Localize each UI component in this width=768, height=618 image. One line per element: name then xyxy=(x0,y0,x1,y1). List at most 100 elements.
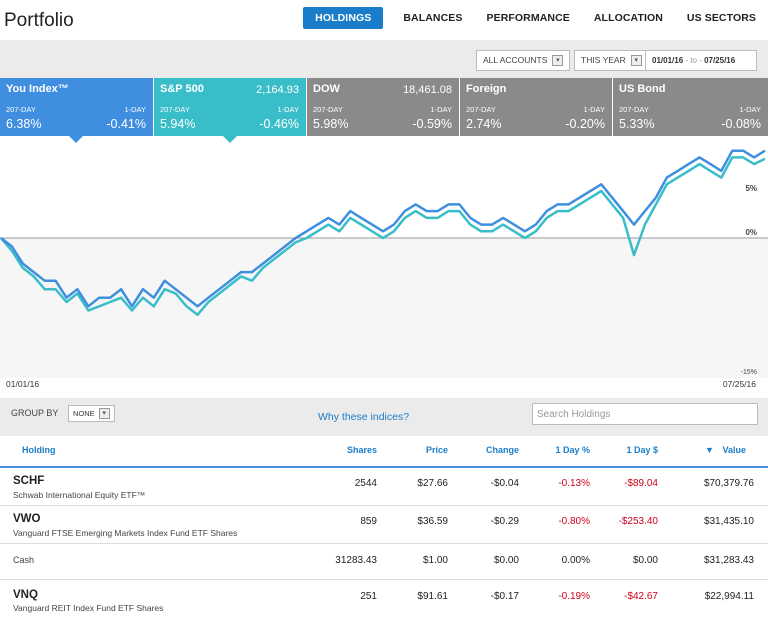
index-period-label: 207-DAY xyxy=(313,105,343,114)
index-name: US Bond xyxy=(619,83,666,95)
price-value: $91.61 xyxy=(417,591,448,602)
price-value: $1.00 xyxy=(422,555,448,566)
total-value: $31,283.43 xyxy=(703,555,754,566)
search-holdings-input[interactable] xyxy=(532,403,758,425)
index-tab-you[interactable]: You Index™ 207-DAY 1-DAY 6.38% -0.41% xyxy=(0,78,153,136)
negative-region xyxy=(0,238,768,378)
index-period-value: 5.94% xyxy=(160,117,196,131)
table-row[interactable]: Cash 31283.43 $1.00 $0.00 0.00% $0.00 $3… xyxy=(0,544,768,580)
shares-value: 859 xyxy=(360,516,377,527)
index-name: DOW xyxy=(313,83,340,95)
total-value: $70,379.76 xyxy=(703,478,754,489)
change-value: $0.00 xyxy=(493,555,519,566)
col-holding[interactable]: Holding xyxy=(22,445,56,455)
sort-desc-icon[interactable]: ▼ xyxy=(705,445,714,455)
col-1day-pct[interactable]: 1 Day % xyxy=(555,445,590,455)
index-period-label: 207-DAY xyxy=(466,105,496,114)
holding-symbol[interactable]: VWO xyxy=(13,513,41,525)
index-day-value: -0.41% xyxy=(106,117,146,131)
index-day-value: -0.20% xyxy=(565,117,605,131)
date-from: 01/01/16 xyxy=(652,56,684,65)
page-header: Portfolio HOLDINGS BALANCES PERFORMANCE … xyxy=(0,0,768,38)
price-value: $27.66 xyxy=(417,478,448,489)
holding-symbol[interactable]: SCHF xyxy=(13,475,45,487)
change-value: -$0.17 xyxy=(490,591,519,602)
col-1day-usd[interactable]: 1 Day $ xyxy=(626,445,658,455)
index-tab-us-bond[interactable]: US Bond 207-DAY 1-DAY 5.33% -0.08% xyxy=(613,78,768,136)
date-range-field[interactable]: 01/01/16 - to - 07/25/16 xyxy=(645,50,757,71)
index-day-label: 1-DAY xyxy=(583,105,605,114)
performance-chart-svg: 5% 0% -15% xyxy=(0,149,768,378)
table-row[interactable]: VNQ Vanguard REIT Index Fund ETF Shares … xyxy=(0,580,768,618)
index-price: 2,164.93 xyxy=(256,84,299,96)
group-by-bar: GROUP BY NONE ▾ Why these indices? xyxy=(0,398,768,436)
label-bottom: -15% xyxy=(741,369,757,376)
total-value: $31,435.10 xyxy=(703,516,754,527)
selected-index-pointer xyxy=(223,136,237,143)
day-pct-value: -0.19% xyxy=(558,591,590,602)
index-period-value: 5.33% xyxy=(619,117,655,131)
tab-performance[interactable]: PERFORMANCE xyxy=(486,12,570,24)
shares-value: 2544 xyxy=(354,478,377,489)
index-day-label: 1-DAY xyxy=(124,105,146,114)
index-day-label: 1-DAY xyxy=(277,105,299,114)
col-change[interactable]: Change xyxy=(485,445,519,455)
accounts-value: ALL ACCOUNTS xyxy=(483,55,548,65)
holding-name: Vanguard FTSE Emerging Markets Index Fun… xyxy=(13,528,238,538)
day-pct-value: 0.00% xyxy=(561,555,590,566)
day-pct-value: -0.80% xyxy=(558,516,590,527)
day-usd-value: -$253.40 xyxy=(618,516,658,527)
group-by-value: NONE xyxy=(73,409,95,418)
tab-us-sectors[interactable]: US SECTORS xyxy=(686,12,756,24)
price-value: $36.59 xyxy=(417,516,448,527)
index-period-label: 207-DAY xyxy=(6,105,36,114)
total-value: $22,994.11 xyxy=(704,591,754,602)
index-tab-sp500[interactable]: S&P 500 2,164.93 207-DAY 1-DAY 5.94% -0.… xyxy=(154,78,306,136)
tab-allocation[interactable]: ALLOCATION xyxy=(593,12,663,24)
index-tab-foreign[interactable]: Foreign 207-DAY 1-DAY 2.74% -0.20% xyxy=(460,78,612,136)
chevron-down-icon: ▾ xyxy=(98,408,110,419)
date-to: 07/25/16 xyxy=(704,56,736,65)
change-value: -$0.04 xyxy=(490,478,519,489)
chart-start-date: 01/01/16 xyxy=(6,379,40,389)
holding-symbol[interactable]: VNQ xyxy=(13,589,38,601)
index-day-label: 1-DAY xyxy=(430,105,452,114)
index-day-label: 1-DAY xyxy=(739,105,761,114)
holding-name: Schwab International Equity ETF™ xyxy=(13,490,146,500)
col-value[interactable]: Value xyxy=(722,445,746,455)
index-period-label: 207-DAY xyxy=(619,105,649,114)
table-row[interactable]: VWO Vanguard FTSE Emerging Markets Index… xyxy=(0,506,768,544)
controls-bar: ALL ACCOUNTS ▾ THIS YEAR ▾ 01/01/16 - to… xyxy=(0,40,768,78)
tab-holdings[interactable]: HOLDINGS xyxy=(303,7,384,29)
index-period-label: 207-DAY xyxy=(160,105,190,114)
series-line-you-index xyxy=(0,149,766,308)
index-price: 18,461.08 xyxy=(403,84,452,96)
chart-end-date: 07/25/16 xyxy=(722,379,756,389)
index-name: S&P 500 xyxy=(160,83,204,95)
table-row[interactable]: SCHF Schwab International Equity ETF™ 25… xyxy=(0,468,768,506)
holding-name: Cash xyxy=(13,555,35,565)
change-value: -$0.29 xyxy=(490,516,519,527)
tab-balances[interactable]: BALANCES xyxy=(403,12,463,24)
holding-name: Vanguard REIT Index Fund ETF Shares xyxy=(13,603,164,613)
why-these-indices-link[interactable]: Why these indices? xyxy=(318,411,410,423)
day-pct-value: -0.13% xyxy=(558,478,590,489)
col-price[interactable]: Price xyxy=(425,445,448,455)
group-by-dropdown[interactable]: NONE ▾ xyxy=(68,405,115,422)
period-dropdown[interactable]: THIS YEAR ▾ xyxy=(574,50,649,71)
day-usd-value: $0.00 xyxy=(632,555,658,566)
index-period-value: 2.74% xyxy=(466,117,502,131)
index-day-value: -0.46% xyxy=(259,117,299,131)
index-day-value: -0.59% xyxy=(412,117,452,131)
index-day-value: -0.08% xyxy=(721,117,761,131)
index-tab-dow[interactable]: DOW 18,461.08 207-DAY 1-DAY 5.98% -0.59% xyxy=(307,78,459,136)
accounts-dropdown[interactable]: ALL ACCOUNTS ▾ xyxy=(476,50,571,71)
col-shares[interactable]: Shares xyxy=(346,445,377,455)
index-period-value: 6.38% xyxy=(6,117,42,131)
holdings-table-header: Holding Shares Price Change 1 Day % 1 Da… xyxy=(0,436,768,468)
performance-chart: 5% 0% -15% xyxy=(0,136,768,398)
day-usd-value: -$42.67 xyxy=(624,591,658,602)
index-period-value: 5.98% xyxy=(313,117,349,131)
selected-index-pointer xyxy=(69,136,83,143)
chevron-down-icon: ▾ xyxy=(552,55,564,66)
